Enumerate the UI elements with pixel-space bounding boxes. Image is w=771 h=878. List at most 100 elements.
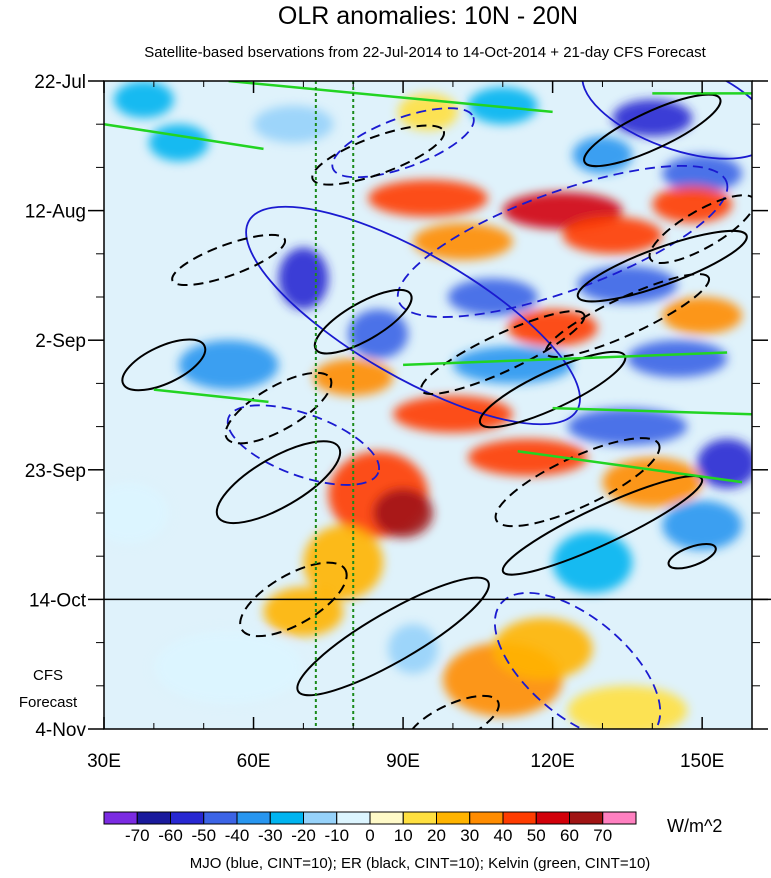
er-contour — [311, 124, 446, 186]
colorbar-segment — [602, 811, 637, 825]
anomaly-blob — [113, 81, 174, 119]
colorbar-segment — [203, 811, 238, 825]
colorbar-segment — [236, 811, 271, 825]
er-contour — [501, 475, 704, 576]
y-tick-label: 2-Sep — [35, 331, 86, 352]
anomaly-blob — [452, 346, 573, 384]
colorbar-segment — [436, 811, 471, 825]
er-contour — [296, 576, 490, 697]
anomaly-blob — [447, 278, 538, 316]
y-tick-label: 22-Jul — [34, 72, 86, 93]
y-tick-label: 4-Nov — [35, 720, 86, 741]
kelvin-contour — [517, 450, 743, 484]
anomaly-blob — [153, 630, 304, 705]
colorbar-units: W/m^2 — [667, 816, 722, 836]
colorbar-label: -20 — [291, 826, 316, 845]
anomaly-blob — [148, 124, 209, 162]
er-contour — [420, 310, 586, 396]
anomaly-blob — [662, 155, 743, 193]
colorbar-label: -60 — [158, 826, 183, 845]
anomaly-blob — [278, 247, 329, 310]
anomaly-blob — [697, 438, 752, 489]
colorbar-label: -40 — [225, 826, 250, 845]
y-tick-label: 14-Oct — [29, 590, 87, 611]
er-contour — [494, 437, 661, 528]
chart-subtitle: Satellite-based bservations from 22-Jul-… — [144, 44, 706, 61]
forecast-label-cfs: CFS — [33, 667, 63, 684]
axes: 30E 60E 90E 120E 150E 22-Jul 12-Aug 2-Sep 23-Sep… — [25, 72, 768, 772]
anomaly-blob — [467, 438, 588, 476]
kelvin-contour — [153, 388, 269, 404]
er-contour — [239, 561, 348, 638]
er-contour — [576, 229, 748, 303]
kelvin-contour — [403, 351, 728, 367]
x-tick-label: 90E — [386, 751, 420, 772]
anomaly-blob — [662, 500, 743, 551]
anomaly-blob — [562, 216, 663, 254]
mjo-contour — [331, 107, 475, 179]
er-contour — [406, 694, 500, 729]
wave-contours — [104, 81, 752, 729]
colorbar: -70 -60 -50 -40 -30 -20 -10 0 10 20 30 40 50 60 70 — [103, 811, 637, 845]
contour-legend-text: MJO (blue, CINT=10); ER (black, CINT=10)… — [190, 855, 651, 872]
x-tick-label: 60E — [237, 751, 271, 772]
colorbar-segment — [103, 811, 138, 825]
colorbar-label: -30 — [258, 826, 283, 845]
anomaly-blob — [388, 624, 438, 674]
colorbar-segment — [303, 811, 338, 825]
colorbar-label: 30 — [460, 826, 479, 845]
er-contour — [215, 440, 342, 525]
anomaly-blob — [567, 408, 688, 446]
anomaly-blob — [373, 488, 433, 538]
reference-lines — [314, 81, 355, 729]
x-tick-label: 150E — [680, 751, 724, 772]
anomaly-blob — [467, 87, 538, 125]
colorbar-label: 70 — [593, 826, 612, 845]
colorbar-segment — [469, 811, 504, 825]
er-contour — [667, 543, 717, 570]
anomaly-blob — [263, 587, 344, 637]
plot-frame — [103, 80, 753, 730]
colorbar-label: 50 — [527, 826, 546, 845]
er-contour — [171, 233, 287, 287]
anomaly-blob — [612, 99, 693, 137]
anomaly-blob — [662, 297, 743, 335]
kelvin-contour — [228, 81, 553, 114]
anomaly-blob — [552, 531, 633, 594]
er-contour — [583, 93, 722, 168]
kelvin-contour — [104, 122, 264, 151]
anomaly-blob — [627, 340, 728, 378]
colorbar-segment — [369, 811, 404, 825]
er-contour — [648, 194, 752, 265]
colorbar-label: 40 — [494, 826, 513, 845]
colorbar-label: 20 — [427, 826, 446, 845]
colorbar-label: -10 — [324, 826, 349, 845]
anomaly-blob — [577, 266, 678, 304]
anomaly-blob — [507, 309, 598, 347]
anomaly-blob — [104, 482, 169, 544]
er-contour — [544, 273, 711, 358]
mjo-contour — [493, 591, 662, 729]
plot-area — [104, 81, 752, 729]
anomaly-blob — [303, 525, 384, 600]
x-tick-label: 120E — [530, 751, 574, 772]
forecast-label-forecast: Forecast — [19, 694, 78, 711]
y-tick-label: 12-Aug — [25, 202, 86, 223]
colorbar-segment — [502, 811, 537, 825]
y-tick-label: 23-Sep — [25, 461, 86, 482]
colorbar-segment — [336, 811, 371, 825]
anomaly-blob — [178, 340, 279, 390]
anomaly-blob — [253, 105, 334, 143]
anomaly-blob — [492, 617, 593, 680]
anomaly-blob — [572, 136, 633, 174]
colorbar-segment — [569, 811, 604, 825]
anomaly-blob — [567, 685, 688, 729]
anomaly-blob — [393, 395, 513, 433]
kelvin-contour — [552, 406, 752, 416]
er-contour — [121, 338, 207, 392]
colorbar-segment — [136, 811, 171, 825]
colorbar-segment — [269, 811, 304, 825]
colorbar-label: 60 — [560, 826, 579, 845]
anomaly-blob — [413, 222, 513, 260]
